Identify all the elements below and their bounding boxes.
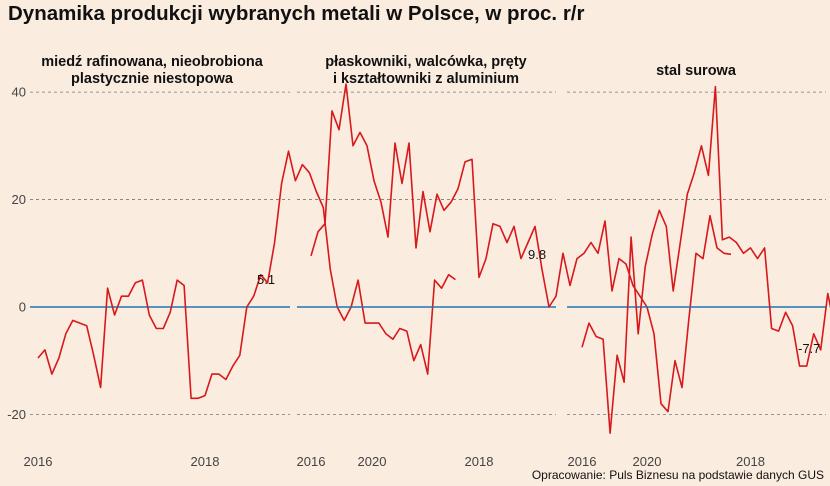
y-tick-label: 20 bbox=[12, 192, 26, 207]
panel-title-line: i kształtowniki z aluminium bbox=[332, 71, 520, 87]
x-tick-label: 2016 bbox=[568, 454, 597, 469]
y-tick-label: -20 bbox=[7, 407, 26, 422]
x-tick-label: 2018 bbox=[191, 454, 220, 469]
x-tick-label: 2020 bbox=[358, 454, 387, 469]
panel-title-steel: stal surowa bbox=[566, 63, 826, 80]
panel-title-aluminium: płaskowniki, walcówka, pręty i kształtow… bbox=[296, 54, 556, 88]
panel-title-line: plastycznie niestopowa bbox=[71, 71, 233, 87]
x-tick-label: 2018 bbox=[465, 454, 494, 469]
panel-title-line: płaskowniki, walcówka, pręty bbox=[325, 54, 527, 70]
panel-title-copper: miedź rafinowana, nieobrobiona plastyczn… bbox=[27, 54, 277, 88]
y-tick-label: 0 bbox=[19, 299, 26, 314]
panel-title-line: miedź rafinowana, nieobrobiona bbox=[41, 54, 263, 70]
source-note: Opracowanie: Puls Biznesu na podstawie d… bbox=[531, 468, 824, 482]
x-tick-label: 2016 bbox=[24, 454, 53, 469]
chart-title: Dynamika produkcji wybranych metali w Po… bbox=[8, 2, 585, 25]
panel-title-line: stal surowa bbox=[656, 63, 736, 79]
end-value-label: 9.8 bbox=[528, 247, 546, 262]
series-line bbox=[581, 85, 830, 435]
x-tick-label: 2016 bbox=[297, 454, 326, 469]
x-tick-label: 2018 bbox=[736, 454, 765, 469]
end-value-label: 5.1 bbox=[257, 272, 275, 287]
series-line bbox=[37, 150, 456, 400]
end-value-label: -7.7 bbox=[798, 341, 820, 356]
y-tick-label: 40 bbox=[12, 85, 26, 100]
series-line bbox=[310, 83, 732, 413]
x-tick-label: 2020 bbox=[633, 454, 662, 469]
